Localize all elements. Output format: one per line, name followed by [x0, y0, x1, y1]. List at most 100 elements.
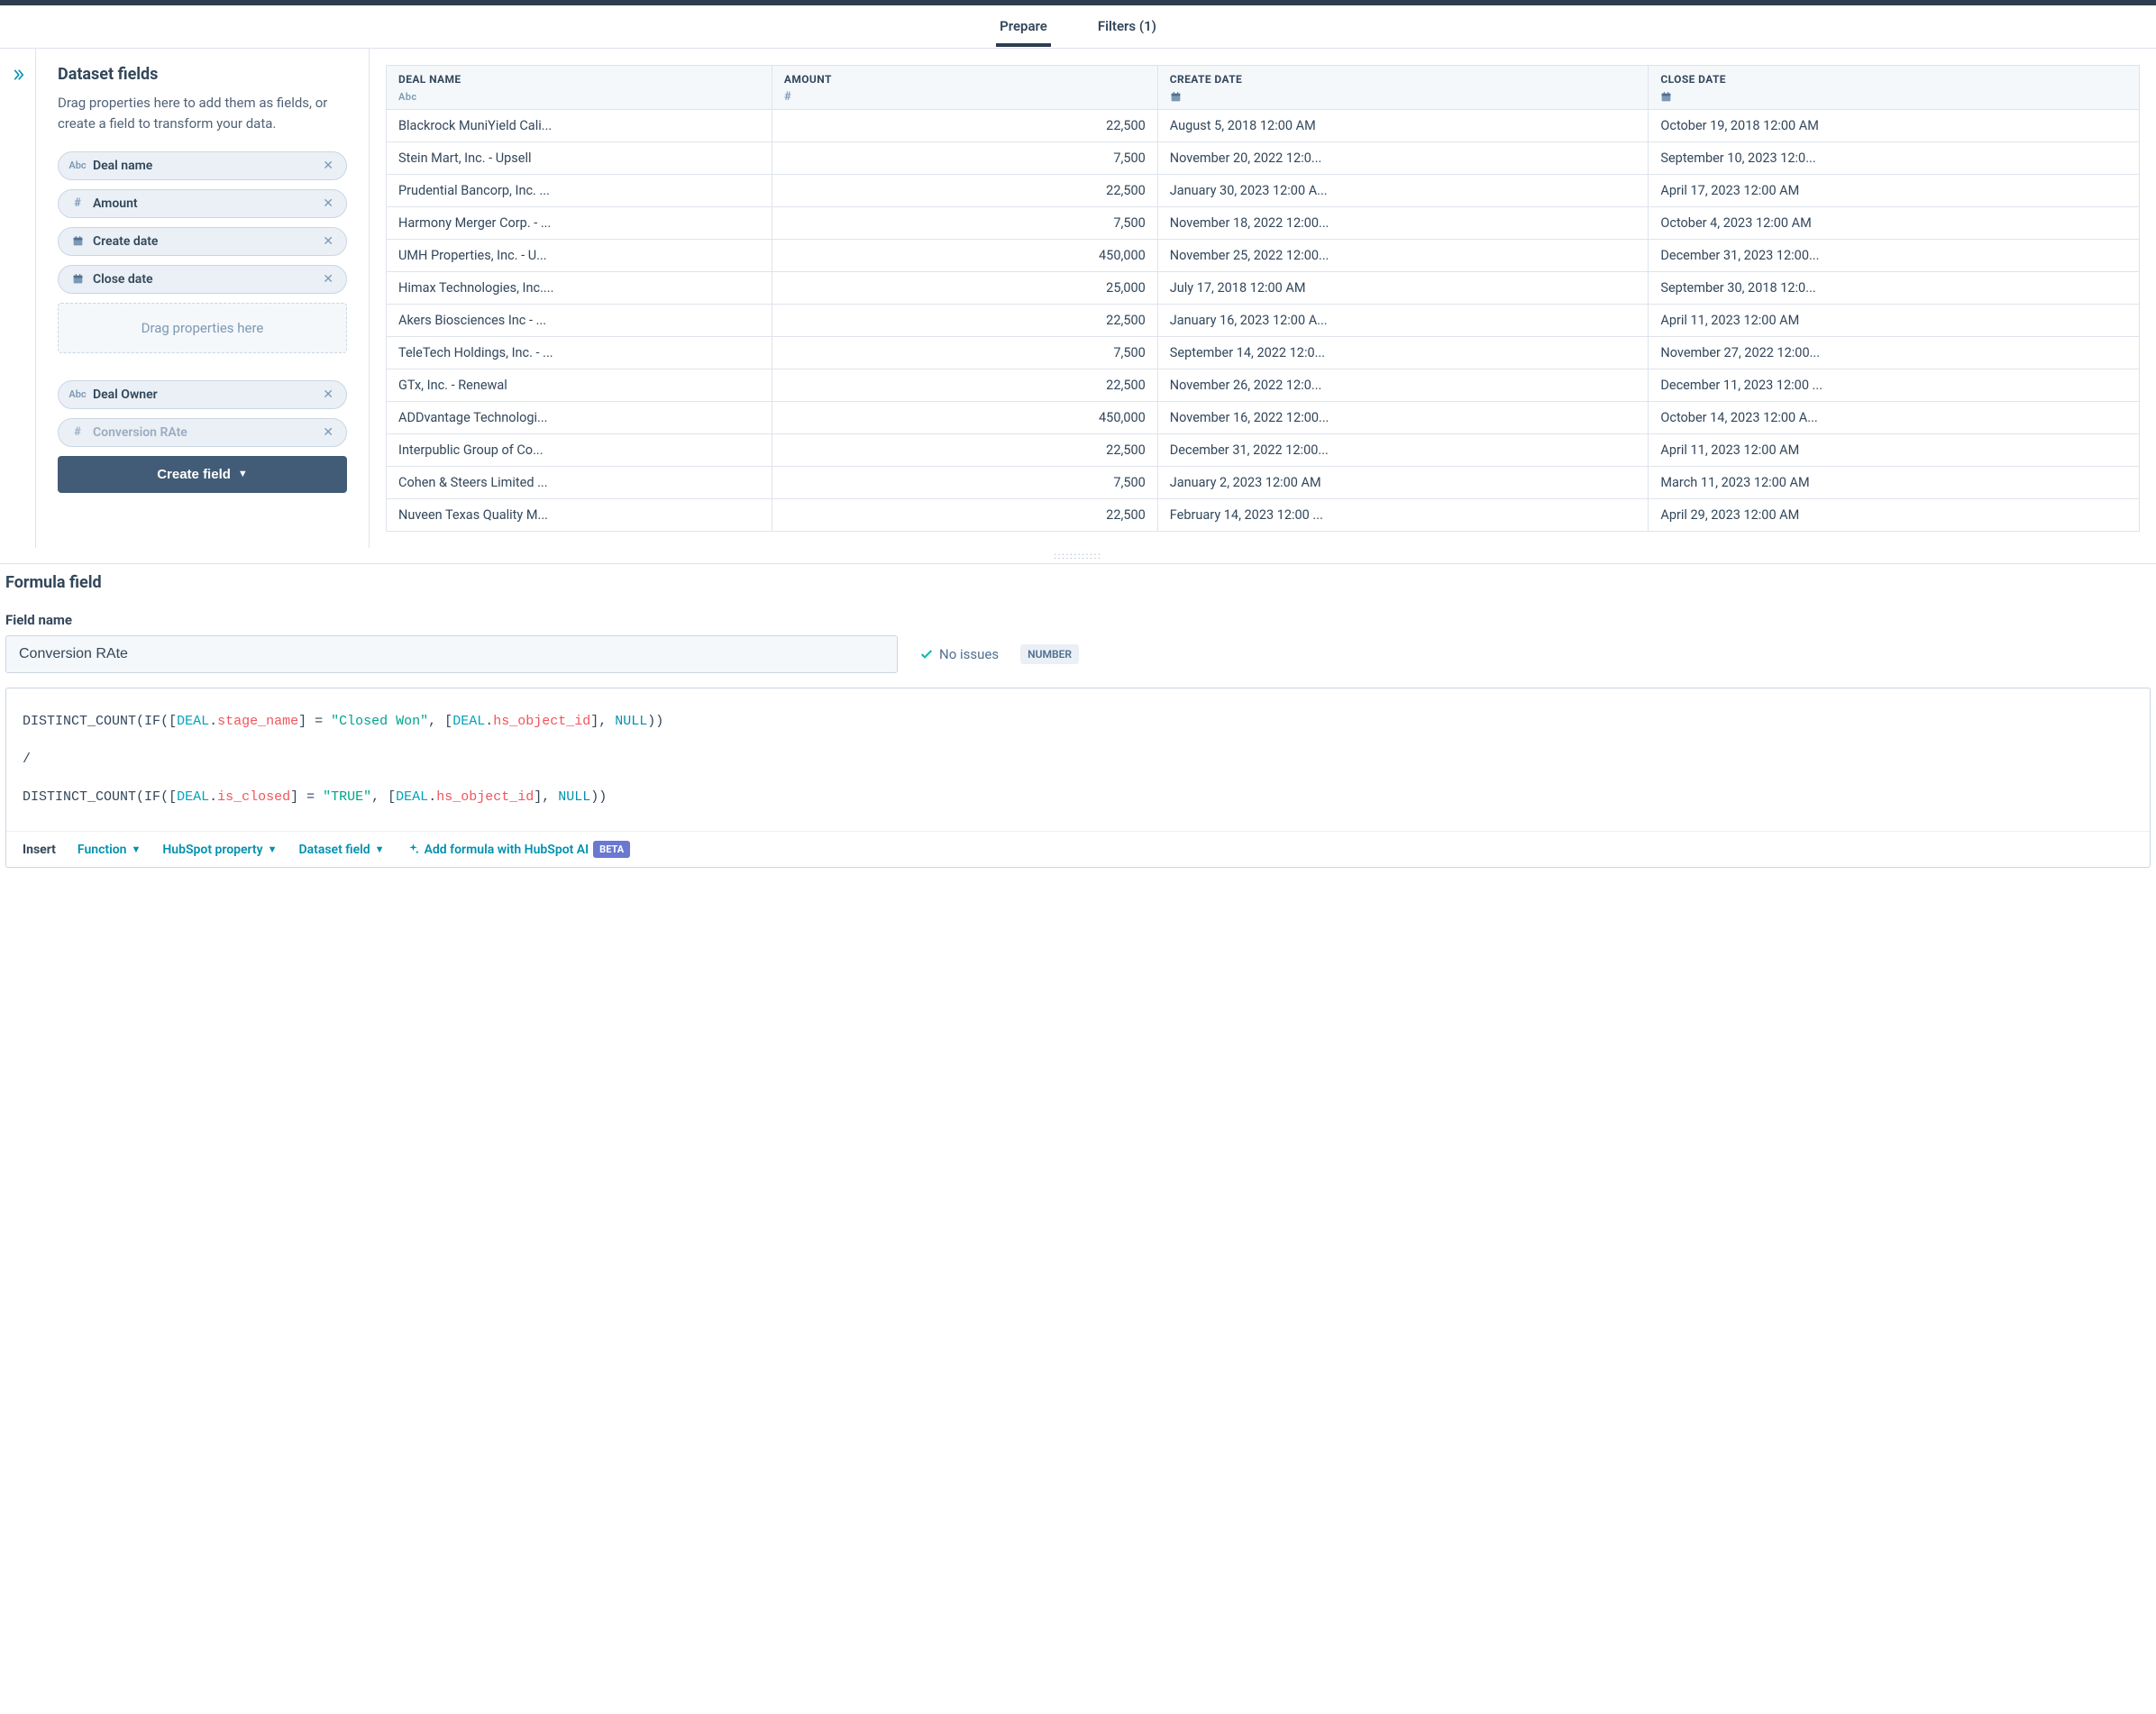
table-row[interactable]: Stein Mart, Inc. - Upsell7,500November 2…	[387, 142, 2140, 175]
formula-code[interactable]: DISTINCT_COUNT(IF([DEAL.stage_name] = "C…	[6, 688, 2150, 831]
create-field-button[interactable]: Create field ▼	[58, 456, 347, 493]
create-field-label: Create field	[157, 467, 231, 482]
insert-dataset-field[interactable]: Dataset field ▼	[298, 843, 384, 857]
insert-dataset-field-label: Dataset field	[298, 843, 370, 857]
table-cell: September 30, 2018 12:0...	[1649, 272, 2140, 305]
panel-resize-handle[interactable]: ::::::::::::	[0, 548, 2156, 563]
tab-prepare[interactable]: Prepare	[996, 7, 1051, 47]
remove-field-icon[interactable]: ✕	[321, 387, 335, 402]
sparkle-icon	[407, 843, 420, 856]
fieldname-input[interactable]	[5, 635, 898, 673]
table-cell: January 16, 2023 12:00 A...	[1157, 305, 1649, 337]
field-pill-label: Conversion RAte	[93, 425, 321, 440]
hash-type-icon: #	[69, 196, 86, 210]
field-pill[interactable]: Abc Deal Owner✕	[58, 380, 347, 409]
table-row[interactable]: ADDvantage Technologi...450,000November …	[387, 402, 2140, 434]
abc-type-icon: Abc	[69, 160, 86, 171]
table-row[interactable]: Interpublic Group of Co...22,500December…	[387, 434, 2140, 467]
table-cell: November 18, 2022 12:00...	[1157, 207, 1649, 240]
table-cell: January 2, 2023 12:00 AM	[1157, 467, 1649, 499]
sidebar-collapse[interactable]	[0, 49, 36, 548]
abc-type-icon: Abc	[69, 388, 86, 400]
table-cell: TeleTech Holdings, Inc. - ...	[387, 337, 772, 369]
remove-field-icon[interactable]: ✕	[321, 234, 335, 249]
insert-label: Insert	[23, 843, 56, 857]
table-row[interactable]: Cohen & Steers Limited ...7,500January 2…	[387, 467, 2140, 499]
table-cell: 22,500	[772, 499, 1157, 532]
remove-field-icon[interactable]: ✕	[321, 425, 335, 440]
table-cell: November 20, 2022 12:0...	[1157, 142, 1649, 175]
table-cell: March 11, 2023 12:00 AM	[1649, 467, 2140, 499]
formula-heading: Formula field	[5, 573, 2151, 592]
table-cell: Blackrock MuniYield Cali...	[387, 110, 772, 142]
table-cell: ADDvantage Technologi...	[387, 402, 772, 434]
check-icon	[919, 647, 934, 661]
field-pill[interactable]: Create date✕	[58, 227, 347, 256]
field-pill[interactable]: # Amount✕	[58, 189, 347, 218]
table-row[interactable]: GTx, Inc. - Renewal22,500November 26, 20…	[387, 369, 2140, 402]
dropzone[interactable]: Drag properties here	[58, 303, 347, 353]
table-cell: 22,500	[772, 305, 1157, 337]
table-row[interactable]: Nuveen Texas Quality M...22,500February …	[387, 499, 2140, 532]
table-row[interactable]: TeleTech Holdings, Inc. - ...7,500Septem…	[387, 337, 2140, 369]
caret-down-icon: ▼	[238, 469, 248, 479]
table-row[interactable]: UMH Properties, Inc. - U...450,000Novemb…	[387, 240, 2140, 272]
chevrons-right-icon	[10, 67, 26, 83]
table-cell: February 14, 2023 12:00 ...	[1157, 499, 1649, 532]
insert-function[interactable]: Function▼	[78, 843, 141, 857]
cal-type-icon	[69, 235, 86, 247]
formula-toolbar: Insert Function▼ HubSpot property▼ Datas…	[6, 831, 2150, 867]
table-cell: Nuveen Texas Quality M...	[387, 499, 772, 532]
table-cell: 22,500	[772, 369, 1157, 402]
table-cell: April 29, 2023 12:00 AM	[1649, 499, 2140, 532]
table-row[interactable]: Prudential Bancorp, Inc. ...22,500Januar…	[387, 175, 2140, 207]
hash-type-icon: #	[784, 90, 1146, 104]
field-pill[interactable]: Close date✕	[58, 265, 347, 294]
table-cell: 7,500	[772, 142, 1157, 175]
field-pill-label: Amount	[93, 196, 321, 211]
formula-editor[interactable]: DISTINCT_COUNT(IF([DEAL.stage_name] = "C…	[5, 688, 2151, 868]
table-cell: GTx, Inc. - Renewal	[387, 369, 772, 402]
field-pill[interactable]: Abc Deal name✕	[58, 151, 347, 180]
table-cell: December 31, 2022 12:00...	[1157, 434, 1649, 467]
table-cell: April 11, 2023 12:00 AM	[1649, 434, 2140, 467]
insert-hubspot-property[interactable]: HubSpot property▼	[162, 843, 277, 857]
caret-down-icon: ▼	[131, 843, 141, 855]
table-cell: 25,000	[772, 272, 1157, 305]
table-cell: 450,000	[772, 402, 1157, 434]
table-cell: September 14, 2022 12:0...	[1157, 337, 1649, 369]
remove-field-icon[interactable]: ✕	[321, 159, 335, 173]
fieldname-label: Field name	[5, 612, 2151, 628]
caret-down-icon: ▼	[268, 843, 278, 855]
column-header[interactable]: DEAL NAMEAbc	[387, 66, 772, 110]
abc-type-icon: Abc	[398, 90, 760, 103]
field-pill-label: Deal name	[93, 159, 321, 173]
table-cell: Interpublic Group of Co...	[387, 434, 772, 467]
data-preview: DEAL NAMEAbcAMOUNT#CREATE DATECLOSE DATE…	[370, 49, 2156, 548]
table-cell: November 26, 2022 12:0...	[1157, 369, 1649, 402]
caret-down-icon: ▼	[375, 843, 385, 855]
tab-filters[interactable]: Filters (1)	[1094, 7, 1160, 46]
table-cell: April 17, 2023 12:00 AM	[1649, 175, 2140, 207]
table-cell: December 11, 2023 12:00 ...	[1649, 369, 2140, 402]
table-cell: January 30, 2023 12:00 A...	[1157, 175, 1649, 207]
table-cell: Cohen & Steers Limited ...	[387, 467, 772, 499]
add-formula-ai[interactable]: Add formula with HubSpot AI BETA	[407, 841, 631, 858]
cal-type-icon	[1660, 90, 2127, 103]
table-row[interactable]: Blackrock MuniYield Cali...22,500August …	[387, 110, 2140, 142]
remove-field-icon[interactable]: ✕	[321, 272, 335, 287]
field-pill[interactable]: # Conversion RAte✕	[58, 418, 347, 447]
table-row[interactable]: Himax Technologies, Inc....25,000July 17…	[387, 272, 2140, 305]
table-cell: July 17, 2018 12:00 AM	[1157, 272, 1649, 305]
table-cell: 22,500	[772, 175, 1157, 207]
table-row[interactable]: Harmony Merger Corp. - ...7,500November …	[387, 207, 2140, 240]
type-badge: NUMBER	[1020, 644, 1079, 664]
table-row[interactable]: Akers Biosciences Inc - ...22,500January…	[387, 305, 2140, 337]
column-header[interactable]: AMOUNT#	[772, 66, 1157, 110]
column-header[interactable]: CREATE DATE	[1157, 66, 1649, 110]
hash-type-icon: #	[69, 425, 86, 439]
remove-field-icon[interactable]: ✕	[321, 196, 335, 211]
field-pill-label: Deal Owner	[93, 387, 321, 402]
column-header[interactable]: CLOSE DATE	[1649, 66, 2140, 110]
main: Dataset fields Drag properties here to a…	[0, 49, 2156, 548]
